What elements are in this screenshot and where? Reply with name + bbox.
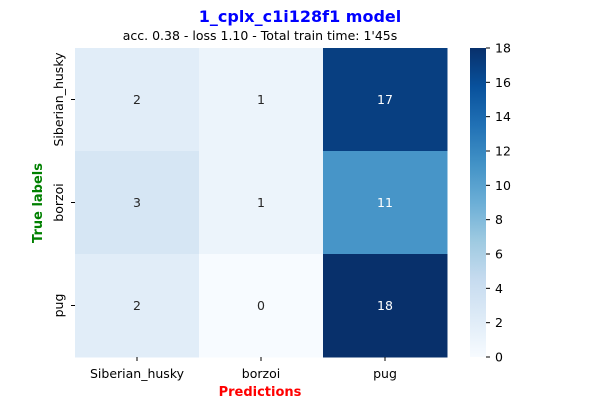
heatmap-cell xyxy=(199,254,324,358)
heatmap-cell xyxy=(75,151,200,255)
colorbar-tick-label: 12 xyxy=(495,144,511,159)
colorbar-tick-label: 10 xyxy=(495,178,511,193)
cell-value-label: 18 xyxy=(377,298,393,313)
heatmap-cell xyxy=(75,254,200,358)
chart-subtitle: acc. 0.38 - loss 1.10 - Total train time… xyxy=(123,28,398,43)
cell-value-label: 11 xyxy=(377,195,393,210)
x-tick-label: borzoi xyxy=(242,366,280,381)
heatmap-cell xyxy=(75,48,200,152)
x-tick-labels: Siberian_husky borzoi pug xyxy=(90,357,397,381)
heatmap-cell xyxy=(323,254,448,358)
colorbar-tick-label: 8 xyxy=(495,212,503,227)
colorbar-tick-label: 0 xyxy=(495,350,503,365)
cell-value-label: 1 xyxy=(257,195,265,210)
heatmap-cell xyxy=(199,48,324,152)
x-tick-label: pug xyxy=(373,366,397,381)
cell-value-label: 0 xyxy=(257,298,265,313)
chart-title: 1_cplx_c1i128f1 model xyxy=(199,7,402,26)
colorbar-tick-label: 2 xyxy=(495,315,503,330)
colorbar-tick-label: 14 xyxy=(495,109,511,124)
colorbar-tick-label: 6 xyxy=(495,247,503,262)
cell-value-label: 2 xyxy=(133,298,141,313)
heatmap-cells: 2 1 173 1 112 0 18 xyxy=(75,48,448,358)
x-axis-label: Predictions xyxy=(219,385,302,400)
heatmap-cell xyxy=(323,48,448,152)
x-tick-label: Siberian_husky xyxy=(90,366,185,381)
cell-value-label: 2 xyxy=(133,92,141,107)
y-axis-label: True labels xyxy=(31,163,46,243)
heatmap-cell xyxy=(323,151,448,255)
colorbar-tick-label: 4 xyxy=(495,281,503,296)
cell-value-label: 17 xyxy=(377,92,393,107)
y-tick-label: Siberian_husky xyxy=(51,52,66,147)
colorbar: 0 2 4 6 8 10 12 14 16 18 xyxy=(470,41,511,365)
colorbar-tick-label: 16 xyxy=(495,75,511,90)
colorbar-gradient xyxy=(470,48,486,357)
cell-value-label: 1 xyxy=(257,92,265,107)
y-tick-label: pug xyxy=(51,294,66,318)
cell-value-label: 3 xyxy=(133,195,141,210)
heatmap-cell xyxy=(199,151,324,255)
colorbar-tick-label: 18 xyxy=(495,41,511,56)
y-tick-label: borzoi xyxy=(51,183,66,221)
